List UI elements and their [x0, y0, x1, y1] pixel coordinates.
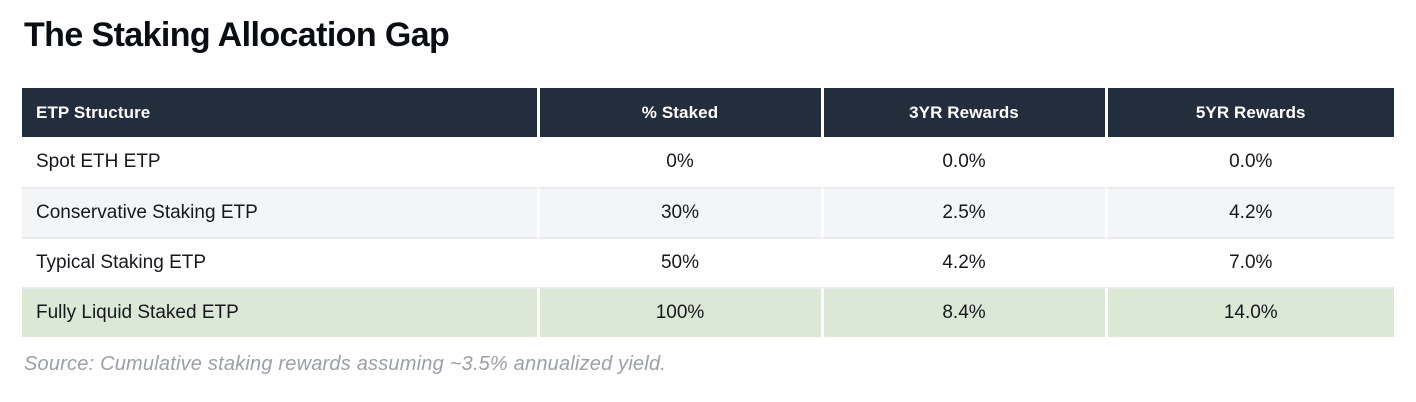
table-row: Conservative Staking ETP 30% 2.5% 4.2%: [22, 187, 1394, 237]
column-header-etp-structure: ETP Structure: [22, 88, 537, 137]
table-header-row: ETP Structure % Staked 3YR Rewards 5YR R…: [22, 88, 1394, 137]
source-note: Source: Cumulative staking rewards assum…: [24, 353, 667, 375]
cell-rewards-5yr: 7.0%: [1104, 237, 1394, 287]
table-head: ETP Structure % Staked 3YR Rewards 5YR R…: [22, 88, 1394, 137]
cell-structure: Fully Liquid Staked ETP: [22, 287, 537, 337]
cell-rewards-5yr: 0.0%: [1104, 137, 1394, 187]
column-header-3yr-rewards: 3YR Rewards: [820, 88, 1105, 137]
page-title: The Staking Allocation Gap: [24, 16, 450, 54]
table-row: Spot ETH ETP 0% 0.0% 0.0%: [22, 137, 1394, 187]
cell-rewards-3yr: 2.5%: [820, 187, 1105, 237]
table-body: Spot ETH ETP 0% 0.0% 0.0% Conservative Staki…: [22, 137, 1394, 337]
cell-rewards-5yr: 4.2%: [1104, 187, 1394, 237]
staking-allocation-table: ETP Structure % Staked 3YR Rewards 5YR R…: [22, 88, 1394, 337]
cell-rewards-3yr: 0.0%: [820, 137, 1105, 187]
cell-structure: Conservative Staking ETP: [22, 187, 537, 237]
cell-structure: Typical Staking ETP: [22, 237, 537, 287]
cell-structure: Spot ETH ETP: [22, 137, 537, 187]
cell-rewards-3yr: 4.2%: [820, 237, 1105, 287]
table-row: Typical Staking ETP 50% 4.2% 7.0%: [22, 237, 1394, 287]
cell-staked: 0%: [536, 137, 821, 187]
cell-rewards-3yr: 8.4%: [820, 287, 1105, 337]
column-header-5yr-rewards: 5YR Rewards: [1104, 88, 1394, 137]
cell-rewards-5yr: 14.0%: [1104, 287, 1394, 337]
table-row: Fully Liquid Staked ETP 100% 8.4% 14.0%: [22, 287, 1394, 337]
cell-staked: 50%: [536, 237, 821, 287]
cell-staked: 100%: [536, 287, 821, 337]
column-header-pct-staked: % Staked: [536, 88, 821, 137]
cell-staked: 30%: [536, 187, 821, 237]
